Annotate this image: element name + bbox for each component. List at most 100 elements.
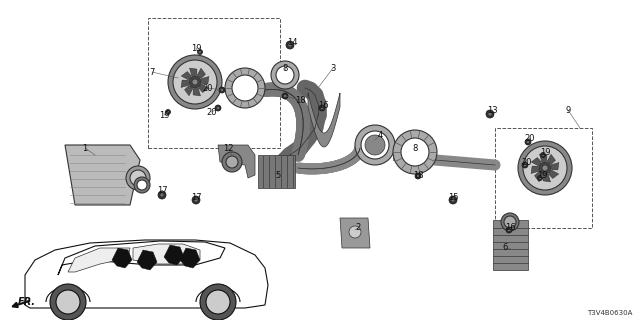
Circle shape bbox=[488, 112, 492, 116]
Circle shape bbox=[192, 196, 200, 204]
Circle shape bbox=[451, 198, 455, 202]
Text: 20: 20 bbox=[522, 157, 532, 166]
Polygon shape bbox=[340, 218, 370, 248]
Text: 17: 17 bbox=[191, 194, 202, 203]
Circle shape bbox=[539, 177, 541, 179]
Circle shape bbox=[525, 139, 531, 145]
Circle shape bbox=[524, 164, 527, 166]
Text: 7: 7 bbox=[149, 68, 155, 76]
Circle shape bbox=[198, 50, 202, 54]
Circle shape bbox=[199, 51, 201, 53]
Text: 12: 12 bbox=[223, 143, 233, 153]
Polygon shape bbox=[181, 80, 189, 87]
Polygon shape bbox=[193, 88, 200, 96]
Circle shape bbox=[539, 162, 551, 174]
Text: 19: 19 bbox=[537, 171, 547, 180]
Circle shape bbox=[518, 141, 572, 195]
Circle shape bbox=[506, 227, 512, 233]
Circle shape bbox=[276, 66, 294, 84]
Polygon shape bbox=[164, 245, 184, 265]
Circle shape bbox=[168, 55, 222, 109]
Circle shape bbox=[349, 226, 361, 238]
Polygon shape bbox=[68, 248, 130, 272]
Polygon shape bbox=[197, 68, 205, 78]
Text: 9: 9 bbox=[565, 106, 571, 115]
Polygon shape bbox=[25, 240, 268, 308]
Polygon shape bbox=[531, 157, 541, 166]
Polygon shape bbox=[547, 154, 556, 164]
Text: 19: 19 bbox=[191, 44, 201, 52]
Circle shape bbox=[192, 79, 198, 85]
Circle shape bbox=[504, 216, 516, 228]
Circle shape bbox=[501, 213, 519, 231]
Polygon shape bbox=[531, 166, 539, 173]
Text: 18: 18 bbox=[413, 171, 423, 180]
Circle shape bbox=[508, 228, 511, 231]
Circle shape bbox=[286, 41, 294, 49]
Circle shape bbox=[200, 284, 236, 320]
Text: 14: 14 bbox=[287, 37, 297, 46]
Circle shape bbox=[137, 180, 147, 190]
Circle shape bbox=[415, 173, 421, 179]
Circle shape bbox=[126, 166, 150, 190]
Circle shape bbox=[206, 290, 230, 314]
Circle shape bbox=[221, 89, 223, 92]
Text: 15: 15 bbox=[448, 194, 458, 203]
Circle shape bbox=[284, 94, 287, 98]
Polygon shape bbox=[133, 244, 200, 264]
Text: 5: 5 bbox=[275, 171, 280, 180]
Circle shape bbox=[417, 174, 419, 178]
Circle shape bbox=[449, 196, 457, 204]
Circle shape bbox=[225, 68, 265, 108]
Circle shape bbox=[319, 105, 325, 111]
Polygon shape bbox=[308, 93, 340, 147]
Circle shape bbox=[486, 110, 494, 118]
Circle shape bbox=[522, 162, 528, 168]
Circle shape bbox=[282, 93, 288, 99]
Circle shape bbox=[158, 191, 166, 199]
Circle shape bbox=[134, 177, 150, 193]
Polygon shape bbox=[189, 68, 197, 76]
Circle shape bbox=[130, 170, 146, 186]
Polygon shape bbox=[534, 172, 543, 182]
Circle shape bbox=[393, 130, 437, 174]
Polygon shape bbox=[58, 241, 225, 275]
Circle shape bbox=[321, 107, 323, 109]
Text: 19: 19 bbox=[159, 110, 169, 119]
Circle shape bbox=[215, 105, 221, 111]
Text: 4: 4 bbox=[378, 131, 383, 140]
Text: 19: 19 bbox=[540, 148, 550, 156]
Circle shape bbox=[189, 76, 201, 88]
Bar bbox=[148, 18, 280, 148]
Circle shape bbox=[194, 198, 198, 202]
Circle shape bbox=[167, 111, 169, 113]
Circle shape bbox=[226, 156, 238, 168]
Polygon shape bbox=[548, 170, 559, 179]
Text: 13: 13 bbox=[486, 106, 497, 115]
Text: 16: 16 bbox=[317, 100, 328, 109]
Text: 8: 8 bbox=[412, 143, 418, 153]
Polygon shape bbox=[543, 174, 550, 182]
Polygon shape bbox=[551, 163, 559, 170]
Text: 2: 2 bbox=[355, 223, 360, 233]
Circle shape bbox=[232, 75, 258, 101]
Polygon shape bbox=[218, 145, 255, 178]
Text: T3V4B0630A: T3V4B0630A bbox=[587, 310, 632, 316]
Circle shape bbox=[361, 131, 389, 159]
Circle shape bbox=[222, 152, 242, 172]
Text: 17: 17 bbox=[157, 186, 167, 195]
Text: FR.: FR. bbox=[18, 297, 36, 307]
Circle shape bbox=[288, 43, 292, 47]
Text: 20: 20 bbox=[207, 108, 217, 116]
Circle shape bbox=[216, 107, 220, 109]
Polygon shape bbox=[137, 250, 157, 270]
Circle shape bbox=[365, 135, 385, 155]
Circle shape bbox=[166, 109, 170, 115]
Circle shape bbox=[173, 60, 217, 104]
Text: 16: 16 bbox=[505, 223, 515, 233]
Text: 20: 20 bbox=[525, 133, 535, 142]
Polygon shape bbox=[184, 85, 193, 96]
Circle shape bbox=[542, 165, 548, 171]
Bar bbox=[495, 128, 592, 228]
Text: 1: 1 bbox=[83, 143, 88, 153]
